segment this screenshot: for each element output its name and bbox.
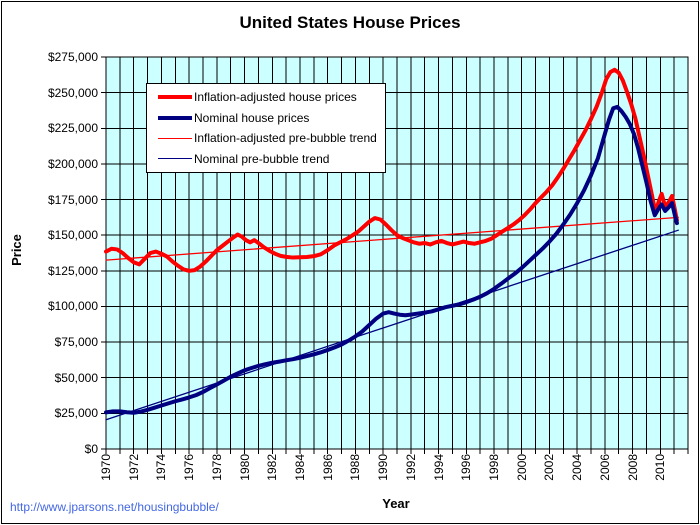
legend-line-sample-inflation-adjusted bbox=[158, 95, 192, 100]
x-tick-label: 1986 bbox=[320, 454, 335, 481]
legend-line-sample-nominal bbox=[158, 115, 192, 120]
x-axis-title: Year bbox=[382, 496, 410, 511]
nominal-line bbox=[104, 104, 679, 415]
legend: Inflation-adjusted house prices Nominal … bbox=[146, 83, 386, 173]
x-tick-label: 1980 bbox=[237, 454, 252, 481]
x-tick-label: 1978 bbox=[209, 454, 224, 481]
x-tick-label: 2002 bbox=[542, 454, 557, 481]
x-tick-label: 2010 bbox=[653, 454, 668, 481]
y-tick-label: $175,000 bbox=[47, 192, 98, 207]
footer-link[interactable]: http://www.jparsons.net/housingbubble/ bbox=[10, 500, 219, 514]
x-tick-label: 1976 bbox=[182, 454, 197, 481]
x-tick-label: 1996 bbox=[459, 454, 474, 481]
x-tick-label: 2006 bbox=[597, 454, 612, 481]
y-tick-label: $150,000 bbox=[47, 228, 98, 243]
legend-line-sample-inflation-adjusted-trend bbox=[158, 137, 192, 139]
legend-line-sample-nominal-trend bbox=[158, 158, 192, 160]
y-tick-label: $75,000 bbox=[54, 335, 98, 350]
x-tick-label: 1988 bbox=[348, 454, 363, 481]
x-tick-label: 1972 bbox=[126, 454, 141, 481]
legend-item-label: Inflation-adjusted house prices bbox=[194, 90, 357, 105]
legend-item: Inflation-adjusted pre-bubble trend bbox=[147, 129, 385, 147]
legend-item: Nominal house prices bbox=[147, 109, 385, 127]
y-tick-label: $125,000 bbox=[47, 263, 98, 278]
x-tick-label: 1970 bbox=[99, 454, 113, 481]
y-tick-label: $100,000 bbox=[47, 299, 98, 314]
x-tick-label: 1998 bbox=[487, 454, 501, 481]
x-tick-label: 1992 bbox=[403, 454, 418, 481]
y-tick-label: $225,000 bbox=[47, 121, 98, 136]
inflation-adjusted-trend-line bbox=[105, 216, 679, 261]
chart-title: United States House Prices bbox=[239, 13, 461, 32]
y-axis-title: Price bbox=[9, 234, 24, 266]
x-tick-label: 1982 bbox=[265, 454, 280, 481]
x-tick-label: 2008 bbox=[625, 454, 640, 481]
y-tick-label: $275,000 bbox=[47, 50, 98, 64]
legend-item-label: Nominal pre-bubble trend bbox=[194, 151, 330, 166]
y-tick-label: $0 bbox=[84, 442, 98, 456]
x-tick-label: 1974 bbox=[154, 454, 169, 481]
legend-item: Inflation-adjusted house prices bbox=[147, 88, 385, 106]
legend-item-label: Nominal house prices bbox=[194, 110, 310, 125]
y-tick-label: $25,000 bbox=[54, 406, 98, 421]
legend-item-label: Inflation-adjusted pre-bubble trend bbox=[194, 131, 377, 146]
legend-item: Nominal pre-bubble trend bbox=[147, 150, 385, 168]
y-tick-label: $250,000 bbox=[47, 85, 98, 100]
inflation-adjusted-line bbox=[104, 67, 679, 273]
y-tick-label: $200,000 bbox=[47, 156, 98, 171]
x-tick-label: 1990 bbox=[376, 454, 391, 481]
nominal-trend-line bbox=[105, 229, 679, 421]
x-tick-label: 2000 bbox=[514, 454, 529, 481]
x-tick-label: 1994 bbox=[431, 454, 446, 481]
x-tick-label: 2004 bbox=[570, 454, 585, 481]
x-tick-label: 1984 bbox=[293, 454, 307, 481]
y-tick-label: $50,000 bbox=[54, 370, 98, 385]
